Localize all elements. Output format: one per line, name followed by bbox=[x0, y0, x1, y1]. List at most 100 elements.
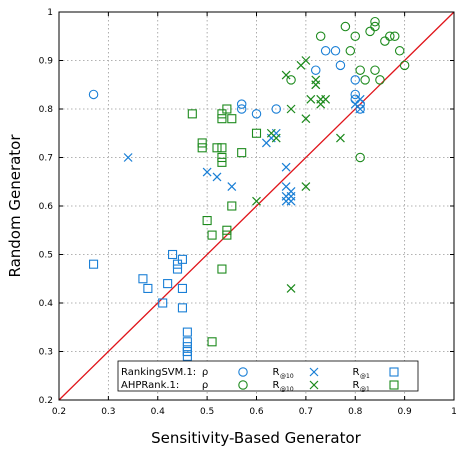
y-tick-label: 0.5 bbox=[39, 251, 53, 261]
data-point-x bbox=[301, 56, 311, 65]
x-axis-title: Sensitivity-Based Generator bbox=[151, 429, 362, 447]
data-point-circle bbox=[370, 16, 380, 27]
legend-entry-label: R bbox=[273, 367, 280, 378]
y-tick-label: 0.9 bbox=[39, 57, 54, 67]
data-point-circle bbox=[236, 99, 247, 109]
data-marks bbox=[88, 16, 410, 361]
data-point-square bbox=[222, 104, 232, 114]
data-point-square bbox=[182, 337, 192, 347]
data-point-square bbox=[251, 128, 262, 138]
x-tick-label: 0.6 bbox=[249, 407, 264, 417]
data-point-circle bbox=[286, 75, 296, 85]
data-point-square bbox=[172, 264, 183, 274]
data-point-square bbox=[217, 143, 227, 153]
y-tick-label: 0.7 bbox=[39, 154, 53, 164]
data-point-square bbox=[182, 327, 192, 337]
data-point-x-stroke bbox=[306, 94, 316, 104]
x-tick-label: 0.2 bbox=[52, 407, 66, 417]
legend-marker-x bbox=[309, 380, 319, 390]
data-point-x-stroke bbox=[336, 133, 345, 143]
legend-marker-circle bbox=[238, 380, 248, 390]
data-point-square bbox=[217, 114, 227, 124]
data-point-square bbox=[217, 157, 227, 167]
data-point-square bbox=[163, 279, 173, 289]
x-tick-label: 0.7 bbox=[299, 407, 313, 417]
data-point-square bbox=[177, 254, 187, 264]
data-point-x bbox=[336, 133, 345, 143]
legend-marker-square bbox=[389, 367, 399, 377]
data-point-circle bbox=[330, 46, 341, 56]
legend-entry-subscript: @10 bbox=[280, 373, 294, 380]
data-point-circle bbox=[315, 31, 326, 41]
diagonal-line bbox=[58, 11, 455, 401]
data-point-square bbox=[143, 283, 153, 294]
data-point-square bbox=[227, 201, 237, 211]
data-point-x bbox=[286, 104, 296, 114]
data-point-circle bbox=[320, 46, 331, 56]
data-point-square bbox=[217, 264, 227, 274]
data-point-square bbox=[182, 346, 192, 357]
data-point-x-stroke bbox=[281, 70, 291, 80]
data-point-circle bbox=[355, 104, 365, 114]
legend-entry-subscript: @1 bbox=[360, 373, 370, 380]
y-tick-label: 0.3 bbox=[39, 348, 53, 358]
y-axis-title: Random Generator bbox=[6, 134, 24, 278]
data-point-circle bbox=[271, 104, 281, 114]
legend-entry-subscript: @10 bbox=[280, 386, 294, 393]
data-point-circle bbox=[365, 26, 375, 37]
data-point-x-stroke bbox=[227, 182, 237, 192]
data-point-x bbox=[306, 94, 316, 104]
x-tick-label: 0.9 bbox=[397, 407, 412, 417]
data-point-square bbox=[227, 114, 237, 124]
data-point-x bbox=[355, 94, 365, 104]
data-point-circle bbox=[389, 31, 400, 41]
data-point-x-stroke bbox=[281, 182, 291, 192]
data-point-x bbox=[311, 80, 321, 90]
legend-marker-circle bbox=[238, 367, 248, 377]
legend-marker-square bbox=[389, 380, 399, 390]
data-point-square bbox=[182, 342, 192, 352]
y-tick-label: 0.6 bbox=[39, 202, 54, 212]
legend-marker-x-stroke bbox=[309, 380, 319, 390]
data-point-circle bbox=[345, 46, 356, 56]
data-point-x-stroke bbox=[286, 104, 296, 114]
y-tick-label: 0.8 bbox=[39, 105, 54, 115]
data-point-circle bbox=[370, 21, 380, 32]
data-point-x bbox=[286, 284, 296, 293]
legend-series-name: AHPRank.1: bbox=[121, 380, 179, 391]
data-point-x-stroke bbox=[123, 153, 133, 162]
data-point-square bbox=[197, 138, 207, 148]
data-point-square bbox=[237, 148, 247, 158]
data-point-x-stroke bbox=[311, 80, 321, 90]
y-tick-label: 1 bbox=[47, 8, 53, 18]
data-point-x-stroke bbox=[212, 172, 222, 182]
data-point-circle bbox=[380, 36, 390, 46]
data-point-square bbox=[187, 109, 197, 119]
data-point-circle bbox=[399, 60, 410, 71]
data-point-x-stroke bbox=[321, 94, 331, 104]
legend-entry-label: R bbox=[353, 380, 360, 391]
data-point-square bbox=[177, 303, 187, 313]
legend-entry-label: ρ bbox=[202, 380, 208, 391]
data-point-circle bbox=[394, 46, 405, 56]
data-point-circle bbox=[350, 31, 360, 41]
data-point-x bbox=[271, 133, 281, 143]
data-point-square bbox=[222, 225, 232, 235]
data-point-circle bbox=[236, 104, 247, 114]
legend-entry-label: R bbox=[353, 367, 360, 378]
data-point-circle bbox=[350, 75, 360, 85]
data-point-x-stroke bbox=[301, 182, 311, 192]
data-point-square bbox=[177, 283, 187, 294]
legend-marker-x-stroke bbox=[309, 367, 319, 377]
data-point-square bbox=[158, 298, 168, 308]
data-point-square bbox=[222, 230, 232, 240]
data-point-x bbox=[281, 70, 291, 80]
axis-ticks: 0.2 0.3 0.4 0.5 0.6 0.7 0.8 0.9 1 0.2 0.3 0.4 0.5 0.6… bbox=[39, 8, 457, 417]
data-point-circle bbox=[350, 89, 360, 100]
data-point-circle bbox=[355, 152, 365, 163]
grid-lines bbox=[59, 12, 454, 400]
data-point-x-stroke bbox=[301, 56, 311, 65]
data-point-x bbox=[227, 182, 237, 192]
data-point-square bbox=[217, 109, 227, 119]
data-point-x bbox=[321, 94, 331, 104]
